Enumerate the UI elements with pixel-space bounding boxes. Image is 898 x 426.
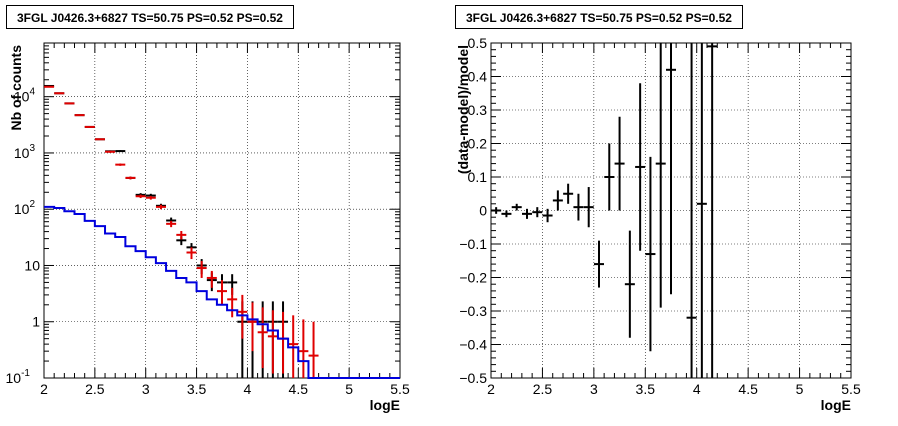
model-point	[267, 310, 278, 374]
x-tick-label: 4	[693, 381, 701, 397]
left-panel-title: 3FGL J0426.3+6827 TS=50.75 PS=0.52 PS=0.…	[6, 5, 294, 29]
model-point	[237, 294, 248, 339]
data-point	[542, 208, 553, 223]
model-point	[166, 220, 177, 228]
y-axis-label: (data-model)/model	[455, 45, 471, 174]
data-point	[573, 193, 584, 221]
model-point	[125, 176, 136, 180]
x-axis-label: logE	[821, 397, 851, 413]
y-tick-label: −0.4	[459, 337, 487, 353]
y-tick-label: −0.1	[459, 236, 487, 252]
data-point	[563, 183, 574, 204]
x-tick-label: 2	[40, 381, 48, 397]
data-point	[511, 203, 522, 211]
y-tick-label: 0.5	[468, 35, 488, 51]
model-point	[84, 125, 95, 128]
y-tick-label: 103	[14, 143, 36, 161]
data-point	[594, 240, 604, 288]
x-tick-label: 3	[142, 381, 150, 397]
x-tick-label: 3.5	[636, 381, 656, 397]
y-tick-label: 1	[32, 314, 40, 330]
model-point	[64, 102, 75, 105]
model-point	[298, 319, 309, 378]
model-point	[206, 270, 217, 288]
model-point	[155, 204, 166, 210]
data-point	[552, 190, 563, 211]
model-point	[308, 321, 319, 378]
model-point	[94, 138, 105, 141]
data-point	[645, 156, 656, 352]
model-point	[227, 287, 238, 318]
model-point	[74, 114, 85, 117]
y-tick-label: 0.3	[468, 102, 488, 118]
y-tick-label: 102	[14, 199, 36, 217]
x-axis-label: logE	[370, 397, 400, 413]
y-axis-label: Nb of counts	[8, 45, 24, 131]
y-tick-label: 0	[479, 203, 487, 219]
model-point	[217, 280, 227, 305]
x-tick-label: 4.5	[738, 381, 758, 397]
model-point	[145, 195, 156, 200]
model-point	[135, 194, 146, 199]
y-tick-label: 104	[14, 87, 36, 105]
x-tick-label: 5	[345, 381, 353, 397]
data-point	[614, 116, 625, 211]
data-point	[707, 43, 718, 378]
x-tick-label: 2	[487, 381, 495, 397]
data-point	[666, 43, 676, 295]
data-point	[686, 43, 697, 378]
x-tick-label: 2.5	[533, 381, 553, 397]
model-point	[257, 307, 268, 369]
data-point	[635, 83, 646, 251]
model-point	[44, 85, 55, 88]
data-point	[491, 207, 502, 214]
x-tick-label: 5	[796, 381, 804, 397]
model-point	[115, 163, 126, 166]
data-point	[624, 230, 635, 338]
model-point	[105, 150, 116, 153]
y-tick-label: 0.1	[468, 169, 488, 185]
y-tick-label: 0.2	[468, 136, 488, 152]
data-point	[501, 210, 512, 218]
data-point	[696, 43, 707, 378]
right-panel-title: 3FGL J0426.3+6827 TS=50.75 PS=0.52 PS=0.…	[455, 5, 743, 29]
model-step-line	[44, 205, 400, 379]
x-tick-label: 5.5	[390, 381, 410, 397]
data-point	[522, 208, 532, 219]
x-tick-label: 4	[244, 381, 252, 397]
y-tick-label: 10	[24, 257, 40, 273]
y-tick-label: 0.4	[468, 69, 488, 85]
data-point	[115, 150, 126, 153]
data-point	[583, 187, 594, 228]
x-tick-label: 3.5	[187, 381, 207, 397]
model-point	[186, 247, 197, 260]
plot-frame	[43, 42, 401, 379]
y-tick-label: −0.3	[459, 303, 487, 319]
y-tick-label: 10-1	[6, 368, 31, 386]
data-point	[604, 143, 615, 211]
data-point	[655, 43, 666, 308]
model-point	[247, 302, 258, 352]
x-tick-label: 4.5	[289, 381, 309, 397]
model-point	[176, 230, 187, 240]
y-tick-label: −0.5	[459, 370, 487, 386]
x-tick-label: 3	[590, 381, 598, 397]
data-point	[532, 207, 543, 218]
y-tick-label: −0.2	[459, 270, 487, 286]
x-tick-label: 2.5	[85, 381, 105, 397]
model-point	[54, 92, 65, 95]
model-point	[196, 261, 207, 278]
x-tick-label: 5.5	[841, 381, 861, 397]
